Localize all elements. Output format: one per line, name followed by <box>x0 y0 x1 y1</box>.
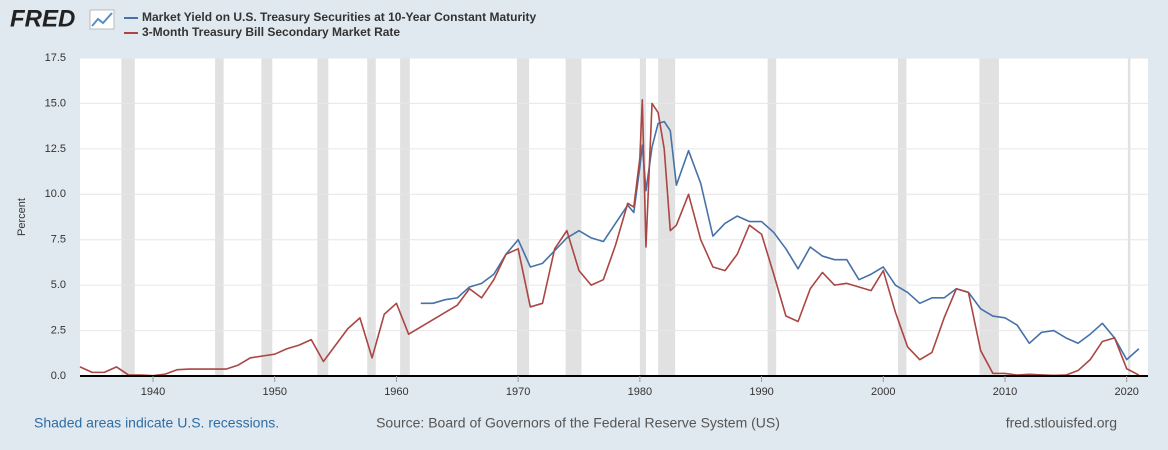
source: Source: Board of Governors of the Federa… <box>376 415 780 431</box>
logo[interactable]: FRED <box>10 5 75 32</box>
x-tick-label: 1940 <box>141 386 165 398</box>
legend-label: Market Yield on U.S. Treasury Securities… <box>142 10 536 24</box>
recession-band <box>565 58 582 376</box>
recession-band <box>400 58 410 376</box>
recession-band <box>897 58 907 376</box>
recession-band <box>516 58 530 376</box>
x-tick-label: 1950 <box>262 386 286 398</box>
recession-band <box>979 58 999 376</box>
y-tick-label: 12.5 <box>45 143 66 155</box>
y-tick-label: 2.5 <box>51 324 66 336</box>
recession-band <box>317 58 329 376</box>
y-tick-label: 7.5 <box>51 234 66 246</box>
x-tick-label: 1990 <box>749 386 773 398</box>
recession-band <box>658 58 676 376</box>
y-axis-title: Percent <box>16 198 28 236</box>
series-line <box>79 98 1140 377</box>
x-tick-label: 1960 <box>384 386 408 398</box>
x-tick-label: 2020 <box>1114 386 1138 398</box>
recession-band <box>121 58 135 376</box>
x-tick-label: 1970 <box>506 386 530 398</box>
y-tick-label: 15.0 <box>45 97 66 109</box>
logo-icon <box>89 9 115 30</box>
y-tick-label: 17.5 <box>45 52 66 64</box>
recession-band <box>261 58 273 376</box>
x-tick-label: 2010 <box>993 386 1017 398</box>
recession-band <box>639 58 646 376</box>
series-line <box>420 120 1140 361</box>
site-link[interactable]: fred.stlouisfed.org <box>1006 415 1117 431</box>
recession-band <box>367 58 376 376</box>
y-tick-label: 0.0 <box>51 370 66 382</box>
plot-area <box>80 58 1148 376</box>
line-layer <box>79 98 1140 377</box>
legend-label: 3-Month Treasury Bill Secondary Market R… <box>142 25 400 39</box>
y-tick-label: 5.0 <box>51 279 66 291</box>
recession-band <box>767 58 777 376</box>
x-tick-label: 2000 <box>871 386 895 398</box>
recession-note[interactable]: Shaded areas indicate U.S. recessions. <box>34 415 279 431</box>
recession-layer <box>121 58 1131 376</box>
y-tick-label: 10.0 <box>45 188 66 200</box>
x-tick-label: 1980 <box>628 386 652 398</box>
recession-band <box>215 58 224 376</box>
recession-band <box>1127 58 1131 376</box>
